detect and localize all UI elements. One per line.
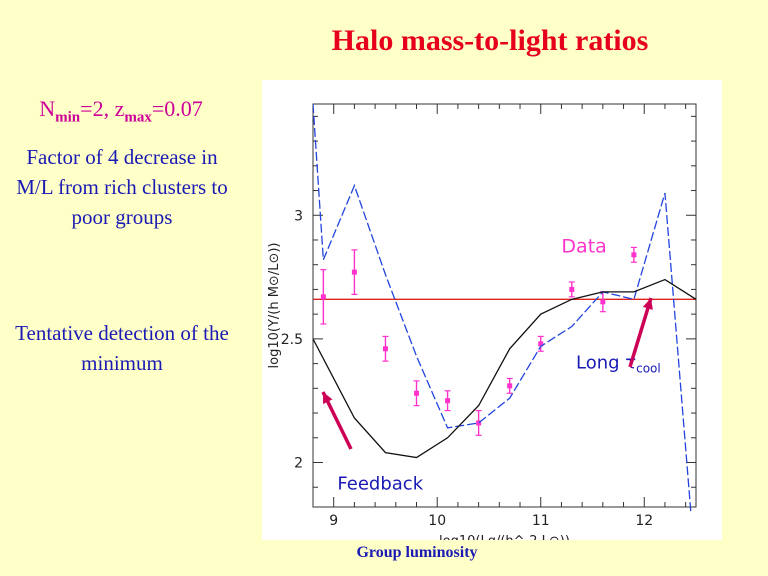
x-axis-label: log10(Lg/(h^-2 L⊙)) bbox=[439, 534, 570, 540]
data-point bbox=[445, 398, 451, 404]
feedback-annotation: Feedback bbox=[337, 474, 423, 495]
x-tick-label: 11 bbox=[532, 513, 550, 529]
chart-panel: 9 10 11 12 2 2.5 3 log10(Lg/(h^-2 L⊙)) log10(Υ/(… bbox=[262, 80, 722, 549]
slide-title: Halo mass-to-light ratios bbox=[331, 24, 649, 57]
y-tick-label: 2 bbox=[294, 455, 303, 471]
data-point bbox=[320, 294, 326, 300]
blue-dashed-model-line bbox=[313, 104, 692, 512]
detection-text: Tentative detection of the minimum bbox=[15, 321, 229, 375]
y-axis-label: log10(Υ/(h M⊙/L⊙)) bbox=[267, 243, 282, 369]
data-annotation: Data bbox=[561, 235, 606, 257]
data-point bbox=[569, 286, 575, 292]
long-tcool-arrow bbox=[628, 297, 653, 368]
x-tick-label: 9 bbox=[329, 513, 338, 529]
plot-frame bbox=[312, 103, 697, 508]
data-point bbox=[476, 420, 482, 426]
data-point bbox=[600, 299, 606, 305]
y-tick-label: 3 bbox=[294, 208, 303, 224]
chart-caption: Group luminosity bbox=[356, 544, 478, 561]
data-point bbox=[507, 383, 513, 389]
long-tcool-annotation: Long τcool bbox=[576, 353, 661, 376]
params-label: Nmin=2, zmax=0.07 bbox=[39, 96, 203, 126]
data-point bbox=[631, 252, 637, 258]
factor-text: Factor of 4 decrease in M/L from rich cl… bbox=[16, 145, 228, 229]
y-tick-label: 2.5 bbox=[281, 332, 303, 348]
x-tick-label: 10 bbox=[428, 513, 446, 529]
x-tick-label: 12 bbox=[635, 513, 653, 529]
mass-to-light-chart: 9 10 11 12 2 2.5 3 log10(Lg/(h^-2 L⊙)) log10(Υ/(… bbox=[267, 103, 697, 549]
data-point bbox=[414, 390, 420, 396]
long-tcool-arrow-head bbox=[642, 298, 653, 310]
data-point bbox=[538, 341, 544, 347]
data-point bbox=[382, 346, 388, 352]
feedback-arrow-head bbox=[323, 392, 333, 404]
data-point bbox=[351, 269, 357, 275]
black-model-line bbox=[313, 278, 696, 459]
